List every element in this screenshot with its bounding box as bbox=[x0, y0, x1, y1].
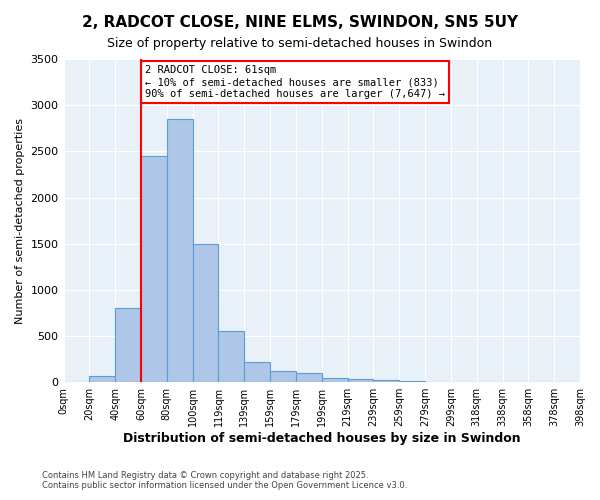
Bar bbox=[347, 380, 373, 382]
Bar bbox=[167, 119, 193, 382]
Bar bbox=[89, 376, 115, 382]
Bar bbox=[270, 371, 296, 382]
Text: 2, RADCOT CLOSE, NINE ELMS, SWINDON, SN5 5UY: 2, RADCOT CLOSE, NINE ELMS, SWINDON, SN5… bbox=[82, 15, 518, 30]
Bar bbox=[141, 156, 167, 382]
Bar bbox=[296, 373, 322, 382]
Bar bbox=[115, 308, 141, 382]
Bar bbox=[218, 332, 244, 382]
Bar bbox=[322, 378, 347, 382]
X-axis label: Distribution of semi-detached houses by size in Swindon: Distribution of semi-detached houses by … bbox=[123, 432, 521, 445]
Text: Size of property relative to semi-detached houses in Swindon: Size of property relative to semi-detach… bbox=[107, 38, 493, 51]
Text: Contains HM Land Registry data © Crown copyright and database right 2025.
Contai: Contains HM Land Registry data © Crown c… bbox=[42, 470, 407, 490]
Y-axis label: Number of semi-detached properties: Number of semi-detached properties bbox=[15, 118, 25, 324]
Text: 2 RADCOT CLOSE: 61sqm
← 10% of semi-detached houses are smaller (833)
90% of sem: 2 RADCOT CLOSE: 61sqm ← 10% of semi-deta… bbox=[145, 66, 445, 98]
Bar bbox=[193, 244, 218, 382]
Bar bbox=[373, 380, 399, 382]
Bar bbox=[244, 362, 270, 382]
